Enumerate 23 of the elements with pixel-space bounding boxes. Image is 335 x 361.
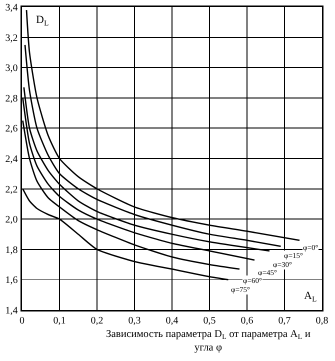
y-tick-label: 3,2 <box>5 32 18 44</box>
y-tick-label: 3,4 <box>5 2 18 14</box>
x-tick-label: 0,1 <box>53 315 66 326</box>
x-tick-label: 0,2 <box>90 315 104 326</box>
y-tick-label: 1,6 <box>5 275 18 286</box>
y-tick-label: 3,0 <box>5 63 18 74</box>
y-tick-label: 2,2 <box>5 184 18 196</box>
x-tick-label: 0,8 <box>316 315 328 326</box>
x-tick-label: 0,3 <box>128 315 141 326</box>
y-tick-label: 2,8 <box>5 93 18 104</box>
x-tick-label: 0,6 <box>240 315 254 326</box>
x-tick-label: 0 <box>20 315 24 326</box>
x-tick-label: 0,7 <box>278 315 291 326</box>
y-axis-title: D$_{L}$ <box>36 14 49 28</box>
y-tick-label: 1,4 <box>5 306 18 316</box>
x-tick-label: 0,4 <box>166 315 178 326</box>
y-tick-label: 1,8 <box>5 244 18 256</box>
x-axis-title: A$_{L}$ <box>304 290 317 304</box>
text: Зависимость параметра D$_{L}$ от параметра A$_{L}$ и угла φ <box>106 329 310 354</box>
x-tick-label: 0,5 <box>203 315 216 326</box>
y-tick-label: 2,4 <box>5 154 18 165</box>
y-tick-label: 2,6 <box>5 124 18 135</box>
y-tick-label: 2,0 <box>5 214 18 226</box>
